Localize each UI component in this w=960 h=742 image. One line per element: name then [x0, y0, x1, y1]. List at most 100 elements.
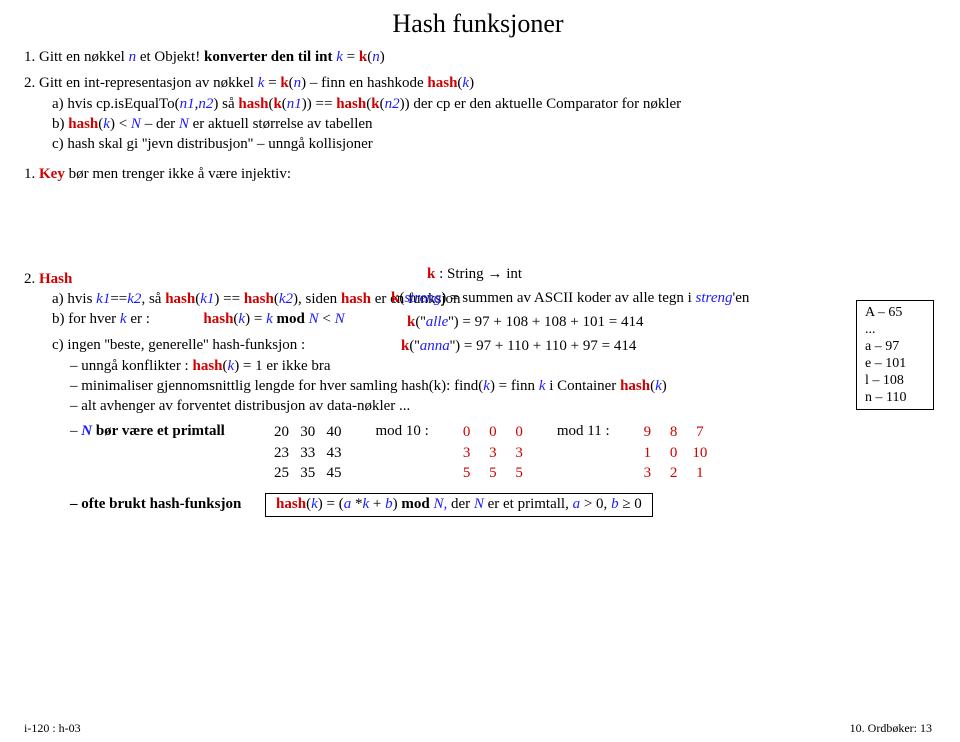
f: k	[371, 96, 379, 112]
bullet-5: – ofte brukt hash-funksjon	[70, 496, 241, 512]
v: k1	[96, 291, 110, 307]
mod-word: mod	[401, 496, 429, 512]
t: '') = 97 + 108 + 108 + 101 = 414	[448, 314, 643, 330]
t: ) = finn	[490, 378, 539, 394]
line-2c: c) hash skal gi ''jevn distribusjon'' – …	[52, 134, 932, 154]
t: ) = (	[318, 496, 344, 512]
v: k	[103, 116, 110, 132]
r: 20 30 40	[274, 422, 342, 442]
v: k2	[127, 291, 141, 307]
k-anna: k(''anna'') = 97 + 110 + 110 + 97 = 414	[401, 334, 835, 358]
v: k	[655, 378, 662, 394]
v: n2	[198, 96, 213, 112]
t: 1. Gitt en nøkkel	[24, 49, 129, 65]
v: N	[131, 116, 141, 132]
t: er :	[127, 311, 150, 327]
f: hash	[192, 358, 222, 374]
footer-right: 10. Ordbøker: 13	[850, 720, 932, 736]
t: int	[502, 266, 522, 282]
t: '') = 97 + 110 + 110 + 97 = 414	[450, 338, 637, 354]
t: (''	[415, 314, 425, 330]
v: N	[474, 496, 484, 512]
line-2: 2. Gitt en int-representasjon av nøkkel …	[24, 73, 932, 93]
t: (''	[409, 338, 419, 354]
func-k: k	[359, 49, 367, 65]
func-hash: hash	[427, 75, 457, 91]
t: b)	[52, 116, 68, 132]
t: bør være et primtall	[92, 423, 225, 439]
t: ) – finn en hashkode	[301, 75, 427, 91]
k-block: k : String → int k(streng) = summen av A…	[375, 262, 835, 358]
v: b	[611, 496, 619, 512]
bullet-2: – minimaliser gjennomsnittlig lengde for…	[70, 376, 932, 396]
v: k1	[200, 291, 214, 307]
page-title: Hash funksjoner	[24, 6, 932, 41]
t: b) for hver	[52, 311, 120, 327]
ascii-l: l – 108	[865, 372, 925, 389]
t: er et primtall,	[484, 496, 573, 512]
t: ≥ 0	[619, 496, 642, 512]
r: 3 3 3	[463, 443, 523, 463]
r: 23 33 43	[274, 443, 342, 463]
t: et Objekt!	[136, 49, 204, 65]
v: b	[385, 496, 393, 512]
v: N	[309, 311, 319, 327]
ascii-n: n – 110	[865, 389, 925, 406]
r: 9 8 7	[644, 422, 708, 442]
t: ) = 1 er ikke bra	[234, 358, 330, 374]
f: hash	[165, 291, 195, 307]
t: ), siden	[293, 291, 341, 307]
v: k	[120, 311, 127, 327]
v: n2	[385, 96, 400, 112]
v: a	[573, 496, 581, 512]
t: > 0,	[580, 496, 611, 512]
k-string-int: k : String → int	[427, 262, 835, 286]
t: )	[662, 378, 667, 394]
t: 2. Gitt en int-representasjon av nøkkel	[24, 75, 258, 91]
v: N	[81, 423, 92, 439]
t: der	[447, 496, 474, 512]
mod11-label: mod 11 :	[557, 422, 610, 442]
v: n1	[287, 96, 302, 112]
t: konverter den til int	[204, 49, 336, 65]
r: 25 35 45	[274, 463, 342, 483]
v: N	[179, 116, 189, 132]
t: +	[369, 496, 385, 512]
r: 1 0 10	[644, 443, 708, 463]
f: hash	[238, 96, 268, 112]
t: : String	[435, 266, 487, 282]
k-alle: k(''alle'') = 97 + 108 + 108 + 101 = 414	[407, 310, 835, 334]
f: hash	[244, 291, 274, 307]
ascii-box: A – 65 ... a – 97 e – 101 l – 108 n – 11…	[856, 300, 934, 410]
f: hash	[336, 96, 366, 112]
t: )	[380, 49, 385, 65]
t: <	[319, 311, 335, 327]
t: 1.	[24, 166, 39, 182]
t: – unngå konflikter :	[70, 358, 192, 374]
v: alle	[426, 314, 449, 330]
mod-word: mod	[276, 311, 304, 327]
v: streng	[404, 290, 441, 306]
key-word: Key	[39, 166, 65, 182]
var-n: n	[129, 49, 137, 65]
r: 5 5 5	[463, 463, 523, 483]
mod-left: 20 30 40 23 33 43 25 35 45	[274, 422, 342, 483]
t: ==	[110, 291, 127, 307]
t: )) der cp er den aktuelle Comparator for…	[400, 96, 682, 112]
t: ) ==	[214, 291, 243, 307]
v: k2	[279, 291, 293, 307]
f: hash	[341, 291, 371, 307]
ascii-A: A – 65	[865, 304, 925, 321]
r: 0 0 0	[463, 422, 523, 442]
ascii-dots: ...	[865, 321, 925, 338]
mod-row: – N bør være et primtall 20 30 40 23 33 …	[70, 422, 932, 483]
v: k	[311, 496, 318, 512]
bullet-5-row: – ofte brukt hash-funksjon hash(k) = (a …	[70, 493, 932, 517]
line-1: 1. Gitt en nøkkel n et Objekt! konverter…	[24, 47, 932, 67]
v: N,	[433, 496, 447, 512]
f: hash	[620, 378, 650, 394]
t: ) = summen av ASCII koder av alle tegn i	[441, 290, 695, 306]
f: hash	[68, 116, 98, 132]
t: ) <	[110, 116, 131, 132]
t: a) hvis cp.isEqualTo(	[52, 96, 180, 112]
